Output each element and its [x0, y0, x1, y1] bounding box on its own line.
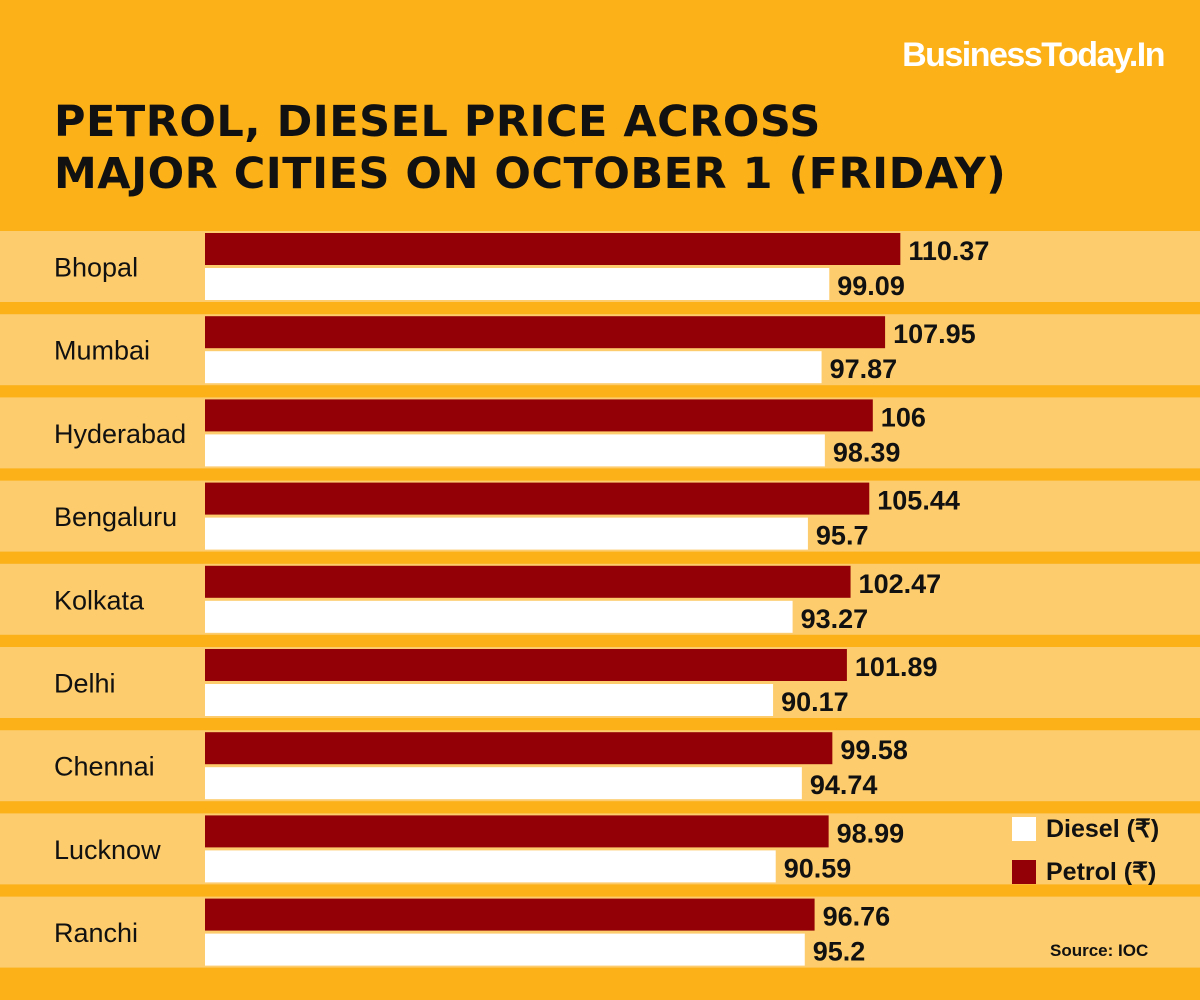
diesel-bar-mumbai [205, 351, 822, 384]
city-label-mumbai: Mumbai [54, 336, 150, 366]
petrol-bar-ranchi [205, 898, 815, 931]
city-label-lucknow: Lucknow [54, 835, 161, 865]
petrol-bar-kolkata [205, 565, 851, 598]
diesel-bar-delhi [205, 684, 774, 716]
petrol-value-label-bhopal: 110.37 [908, 236, 989, 266]
legend-swatch-diesel [1012, 817, 1036, 841]
petrol-bar-bhopal [205, 233, 901, 265]
diesel-value-label-ranchi: 95.2 [813, 937, 866, 967]
legend: Diesel (₹) Petrol (₹) [1012, 815, 1159, 901]
diesel-bar-ranchi [205, 933, 805, 966]
petrol-bar-hyderabad [205, 399, 873, 432]
diesel-bar-bengaluru [205, 517, 808, 550]
diesel-bar-chennai [205, 767, 802, 800]
brand-logo: BusinessToday.In [902, 36, 1165, 74]
city-label-hyderabad: Hyderabad [54, 419, 186, 449]
city-label-bengaluru: Bengaluru [54, 502, 177, 532]
diesel-bar-bhopal [205, 268, 830, 300]
diesel-value-label-chennai: 94.74 [810, 770, 878, 800]
diesel-value-label-bhopal: 99.09 [837, 271, 905, 301]
petrol-value-label-chennai: 99.58 [840, 735, 908, 765]
petrol-value-label-kolkata: 102.47 [859, 569, 942, 599]
city-label-ranchi: Ranchi [54, 918, 138, 948]
diesel-bar-lucknow [205, 850, 776, 883]
diesel-value-label-bengaluru: 95.7 [816, 521, 869, 551]
diesel-bar-kolkata [205, 600, 793, 633]
city-label-delhi: Delhi [54, 669, 116, 699]
petrol-value-label-lucknow: 98.99 [837, 818, 905, 848]
chart-title: PETROL, DIESEL PRICE ACROSS MAJOR CITIES… [54, 96, 1006, 200]
petrol-bar-mumbai [205, 316, 886, 349]
petrol-value-label-mumbai: 107.95 [893, 319, 976, 349]
legend-label-diesel: Diesel (₹) [1046, 815, 1160, 843]
petrol-value-label-ranchi: 96.76 [823, 902, 891, 932]
diesel-value-label-mumbai: 97.87 [830, 354, 898, 384]
diesel-value-label-kolkata: 93.27 [801, 604, 869, 634]
petrol-bar-bengaluru [205, 482, 870, 515]
petrol-bar-delhi [205, 649, 847, 681]
diesel-value-label-lucknow: 90.59 [784, 853, 852, 883]
petrol-value-label-hyderabad: 106 [881, 402, 926, 432]
diesel-bar-hyderabad [205, 434, 825, 467]
source-note: Source: IOC [1050, 941, 1149, 960]
petrol-value-label-delhi: 101.89 [855, 652, 938, 682]
petrol-bar-chennai [205, 732, 833, 765]
title-line-1: PETROL, DIESEL PRICE ACROSS [54, 97, 821, 147]
legend-item-petrol: Petrol (₹) [1012, 858, 1159, 886]
petrol-value-label-bengaluru: 105.44 [877, 486, 960, 516]
city-label-chennai: Chennai [54, 752, 155, 782]
diesel-value-label-hyderabad: 98.39 [833, 437, 901, 467]
petrol-bar-lucknow [205, 815, 829, 848]
diesel-value-label-delhi: 90.17 [781, 687, 849, 717]
legend-swatch-petrol [1012, 860, 1036, 884]
legend-label-petrol: Petrol (₹) [1046, 858, 1157, 886]
city-label-bhopal: Bhopal [54, 253, 138, 283]
legend-item-diesel: Diesel (₹) [1012, 815, 1159, 843]
title-line-2: MAJOR CITIES ON OCTOBER 1 (FRIDAY) [54, 149, 1007, 199]
city-label-kolkata: Kolkata [54, 585, 145, 615]
